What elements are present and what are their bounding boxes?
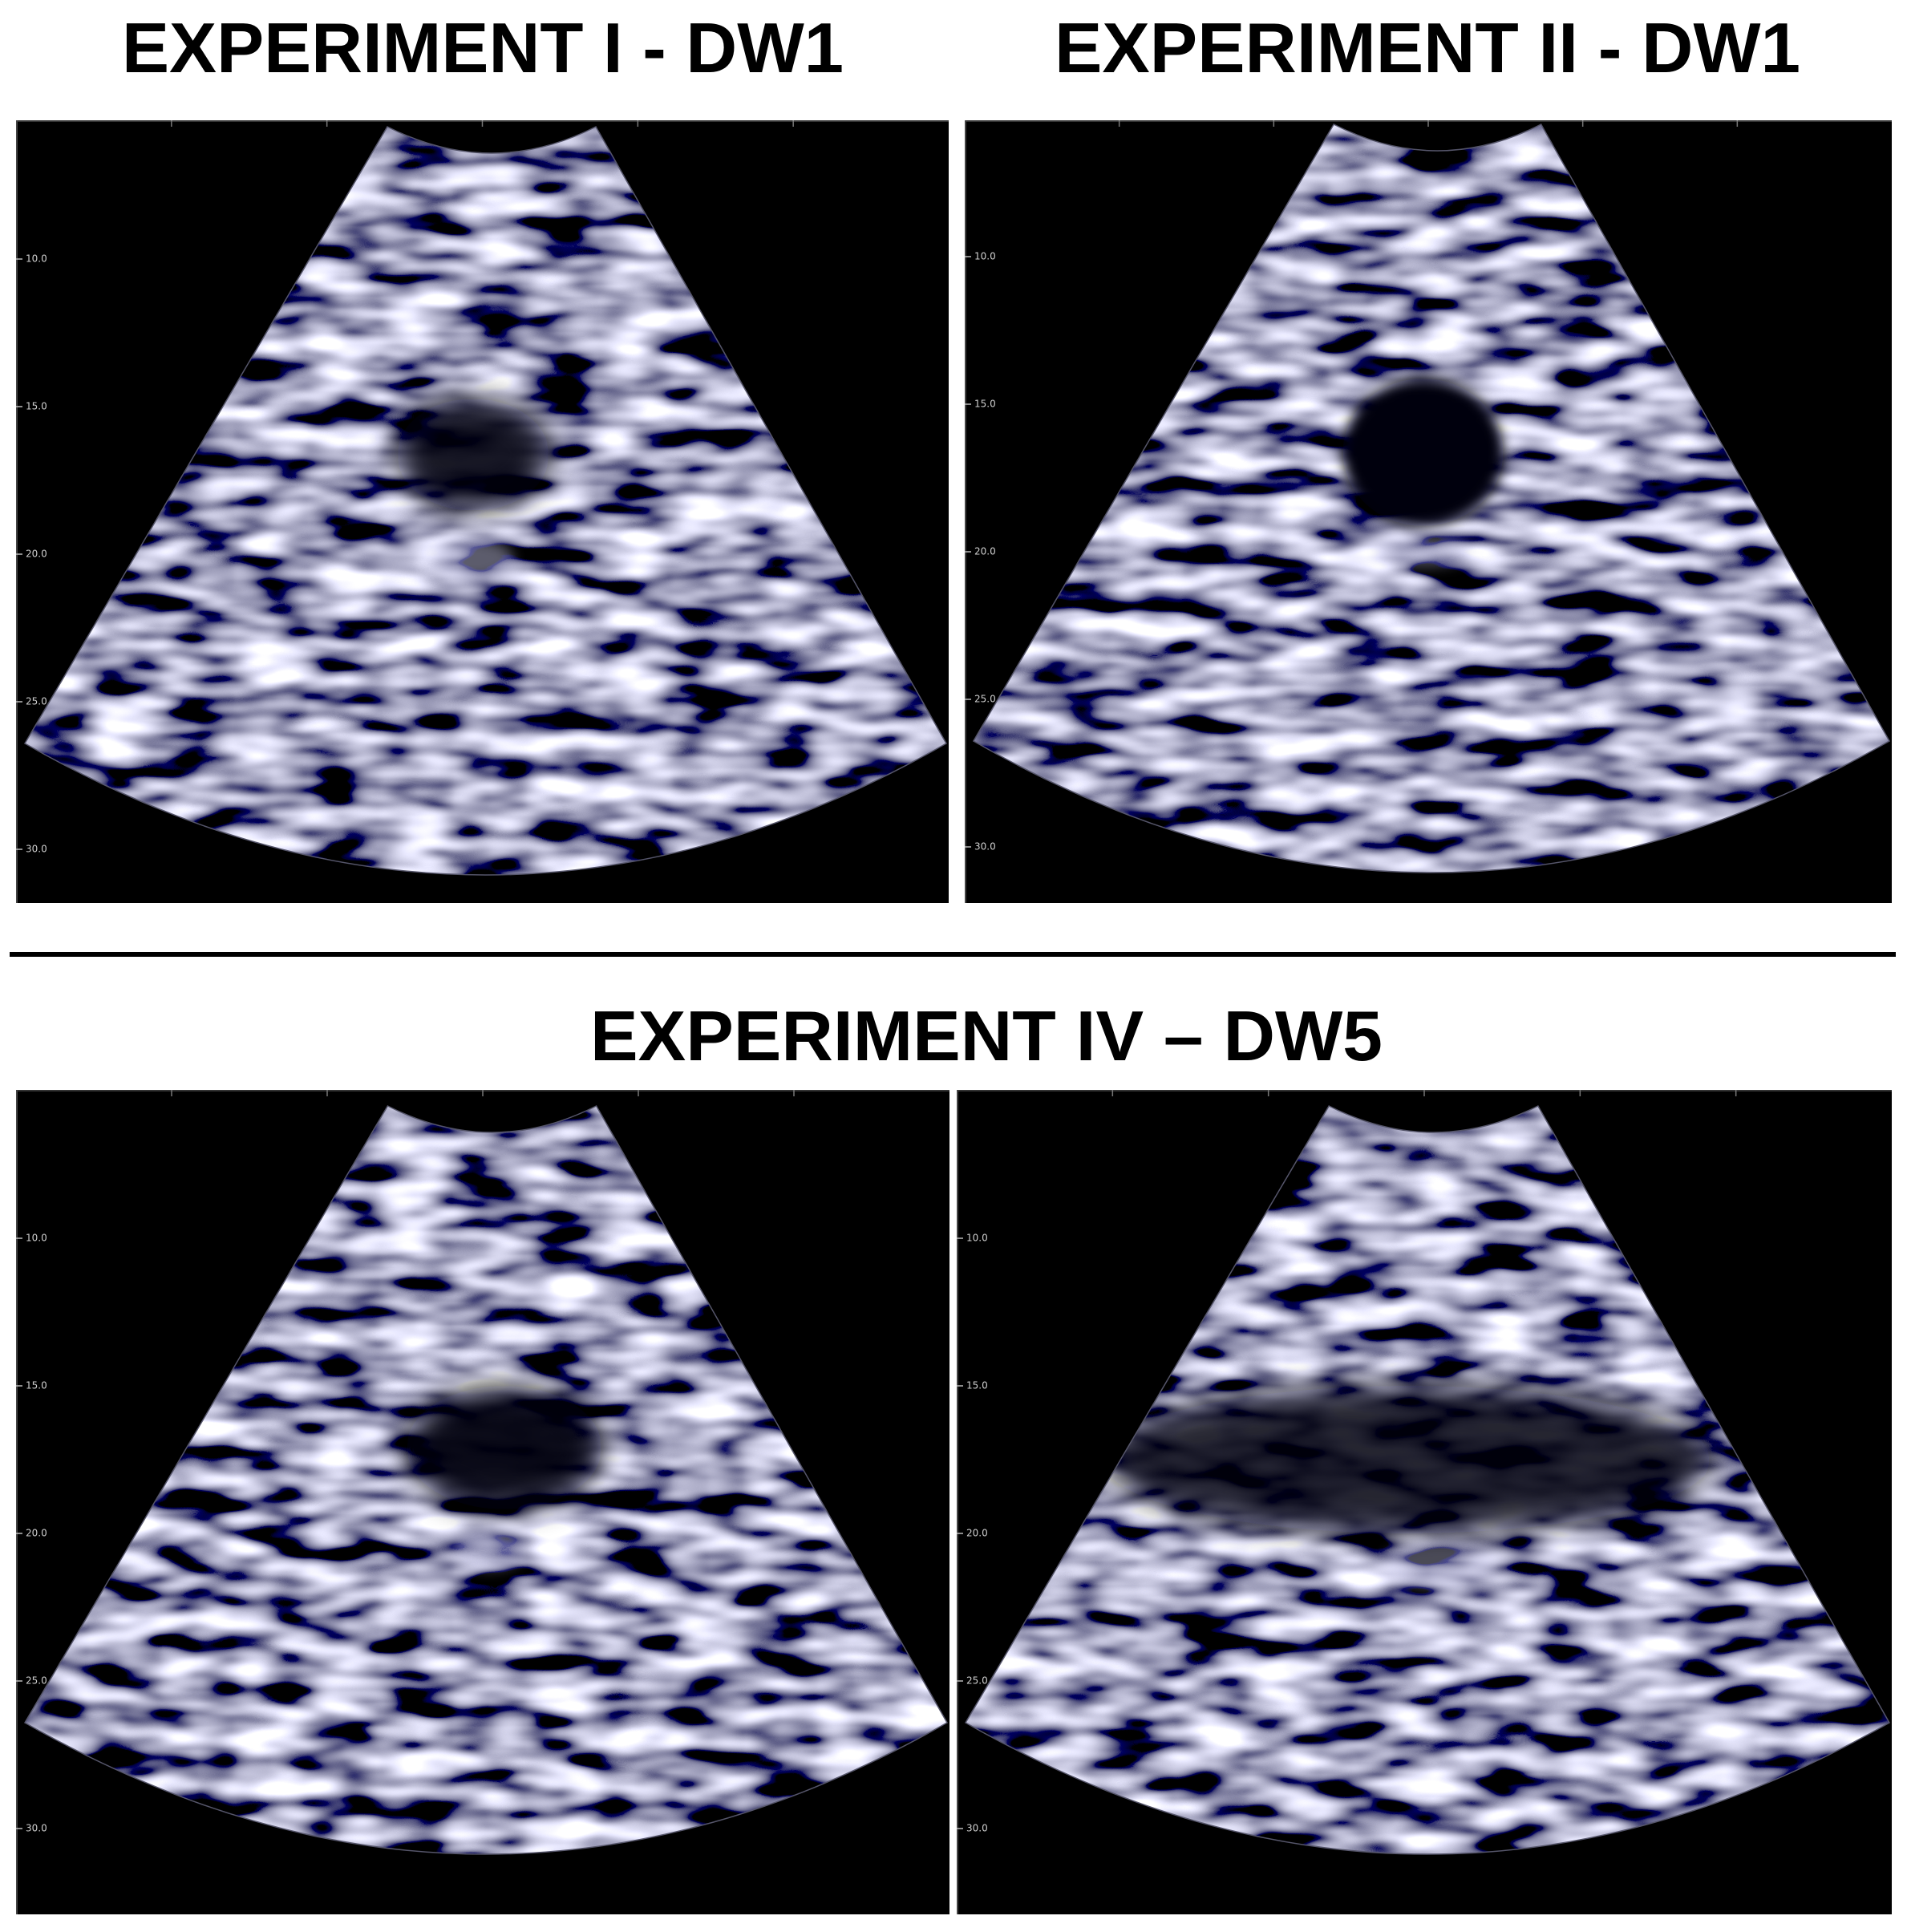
depth-label: 20.0 <box>966 1528 988 1539</box>
lesion <box>406 1386 602 1509</box>
depth-label: 15.0 <box>26 1380 47 1391</box>
fan-outline <box>23 1105 949 1855</box>
depth-label: 10.0 <box>26 1233 47 1244</box>
depth-label: 30.0 <box>26 1823 47 1834</box>
depth-label: 25.0 <box>974 694 996 705</box>
depth-label: 30.0 <box>974 841 996 853</box>
depth-label: 25.0 <box>26 1675 47 1687</box>
bright-echo <box>1375 535 1472 567</box>
ultrasound-panel: 10.0 15.0 20.0 25.0 30.0 <box>16 1090 949 1914</box>
fan-outline <box>972 124 1891 873</box>
panel-title: EXPERIMENT I - DW1 <box>122 8 844 87</box>
depth-label: 25.0 <box>966 1675 988 1687</box>
lesion <box>1102 1386 1712 1533</box>
bright-echo <box>433 539 513 579</box>
depth-label: 20.0 <box>26 1528 47 1539</box>
depth-label: 10.0 <box>26 253 47 265</box>
lesion <box>1342 379 1504 526</box>
depth-label: 30.0 <box>26 844 47 855</box>
depth-label: 10.0 <box>966 1233 988 1244</box>
depth-label: 25.0 <box>26 696 47 707</box>
bright-echo <box>1383 1541 1496 1589</box>
depth-label: 15.0 <box>26 401 47 412</box>
ultrasound-panel: 10.0 15.0 20.0 25.0 30.0 <box>965 120 1892 903</box>
section-title: EXPERIMENT IV – DW5 <box>590 996 1383 1075</box>
panel-title: EXPERIMENT II - DW1 <box>1055 8 1800 87</box>
bright-echo <box>453 1529 526 1569</box>
depth-label: 15.0 <box>966 1380 988 1391</box>
ultrasound-panel: 10.0 15.0 20.0 25.0 30.0 <box>16 120 949 903</box>
depth-label: 20.0 <box>974 546 996 557</box>
ultrasound-panel: 10.0 15.0 20.0 25.0 30.0 <box>957 1090 1892 1914</box>
fan-outline <box>23 126 948 876</box>
lesion <box>397 399 549 511</box>
depth-label: 20.0 <box>26 549 47 560</box>
depth-label: 30.0 <box>966 1823 988 1834</box>
depth-label: 15.0 <box>974 399 996 410</box>
depth-label: 10.0 <box>974 251 996 262</box>
fan-outline <box>964 1105 1891 1855</box>
